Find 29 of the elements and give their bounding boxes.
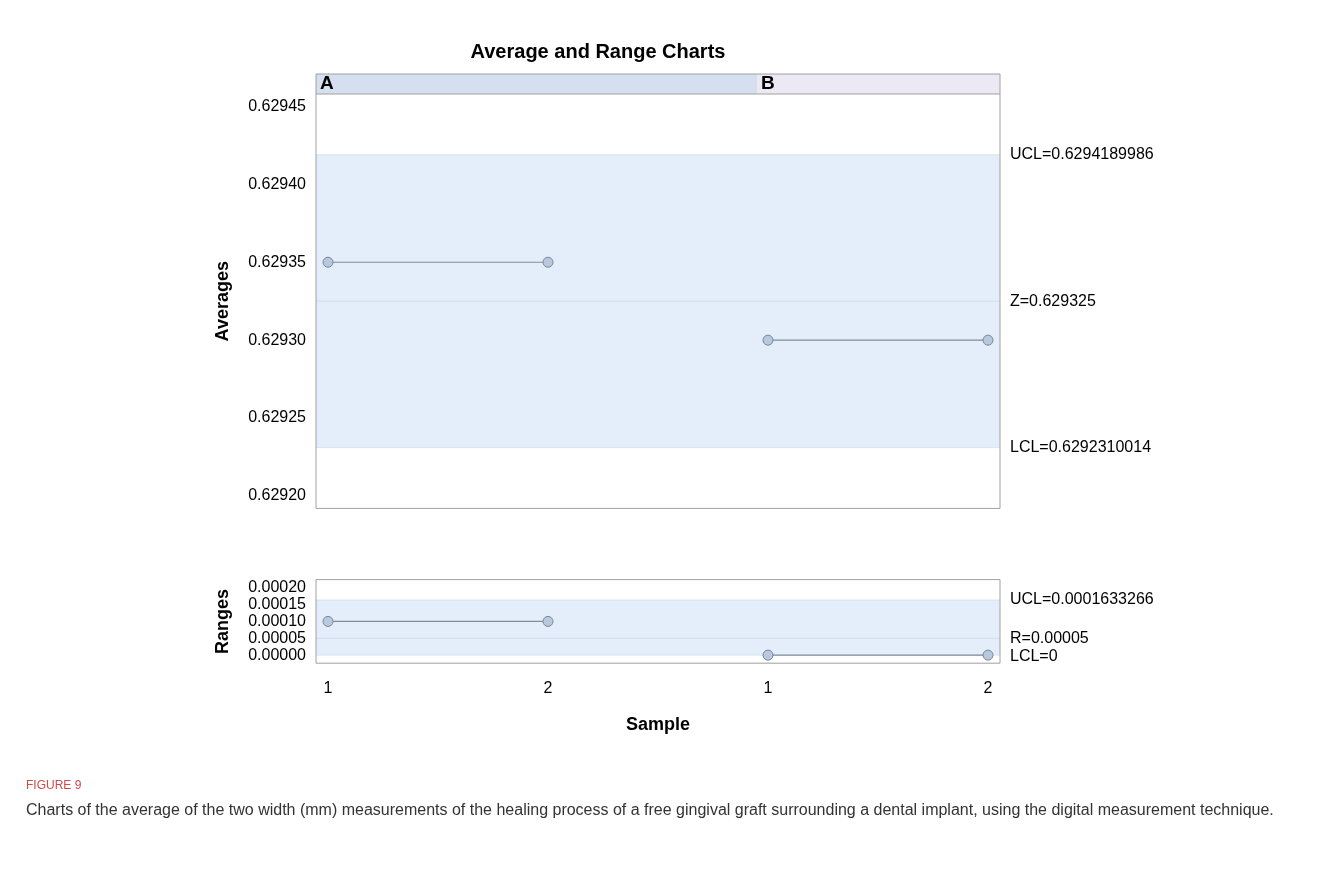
y-tick-label: 0.00020 — [248, 578, 307, 596]
chart-title: Average and Range Charts — [470, 39, 726, 62]
y-tick-label: 0.62930 — [248, 330, 307, 348]
ref-line-label: Z=0.629325 — [1010, 291, 1096, 309]
y-axis-title: Ranges — [211, 588, 232, 654]
y-tick-label: 0.62945 — [248, 96, 307, 114]
caption: FIGURE 9 — [26, 778, 83, 792]
y-tick-label: 0.62940 — [248, 174, 307, 192]
ref-line-label: UCL=0.0001633266 — [1010, 590, 1154, 608]
ref-line-label: LCL=0.6292310014 — [1010, 438, 1152, 456]
annotation: A — [320, 72, 334, 94]
y-tick-label: 0.00005 — [248, 628, 307, 646]
x-tick-label: 1 — [763, 679, 773, 697]
x-axis-title: Sample — [625, 714, 691, 735]
x-tick-label: 2 — [543, 679, 553, 697]
ref-line-label: UCL=0.6294189986 — [1010, 145, 1154, 163]
y-tick-label: 0.00015 — [248, 594, 307, 612]
y-axis-title: Averages — [211, 261, 232, 342]
x-tick-label: 1 — [323, 679, 333, 697]
annotation: B — [761, 72, 775, 94]
ref-line-label: LCL=0 — [1010, 646, 1058, 664]
y-tick-label: 0.00000 — [248, 645, 307, 663]
y-tick-label: 0.62935 — [248, 252, 307, 270]
ref-line-label: R=0.00005 — [1010, 628, 1089, 646]
y-tick-label: 0.62920 — [248, 486, 307, 504]
y-tick-label: 0.62925 — [248, 408, 307, 426]
y-tick-label: 0.00010 — [248, 611, 307, 629]
text: Charts of the average of the two width (mm) measurements of the healing process of a free gingival graft surrounding a dental implant, using the digital measurement technique. — [26, 800, 1275, 820]
x-tick-label: 2 — [983, 679, 993, 697]
